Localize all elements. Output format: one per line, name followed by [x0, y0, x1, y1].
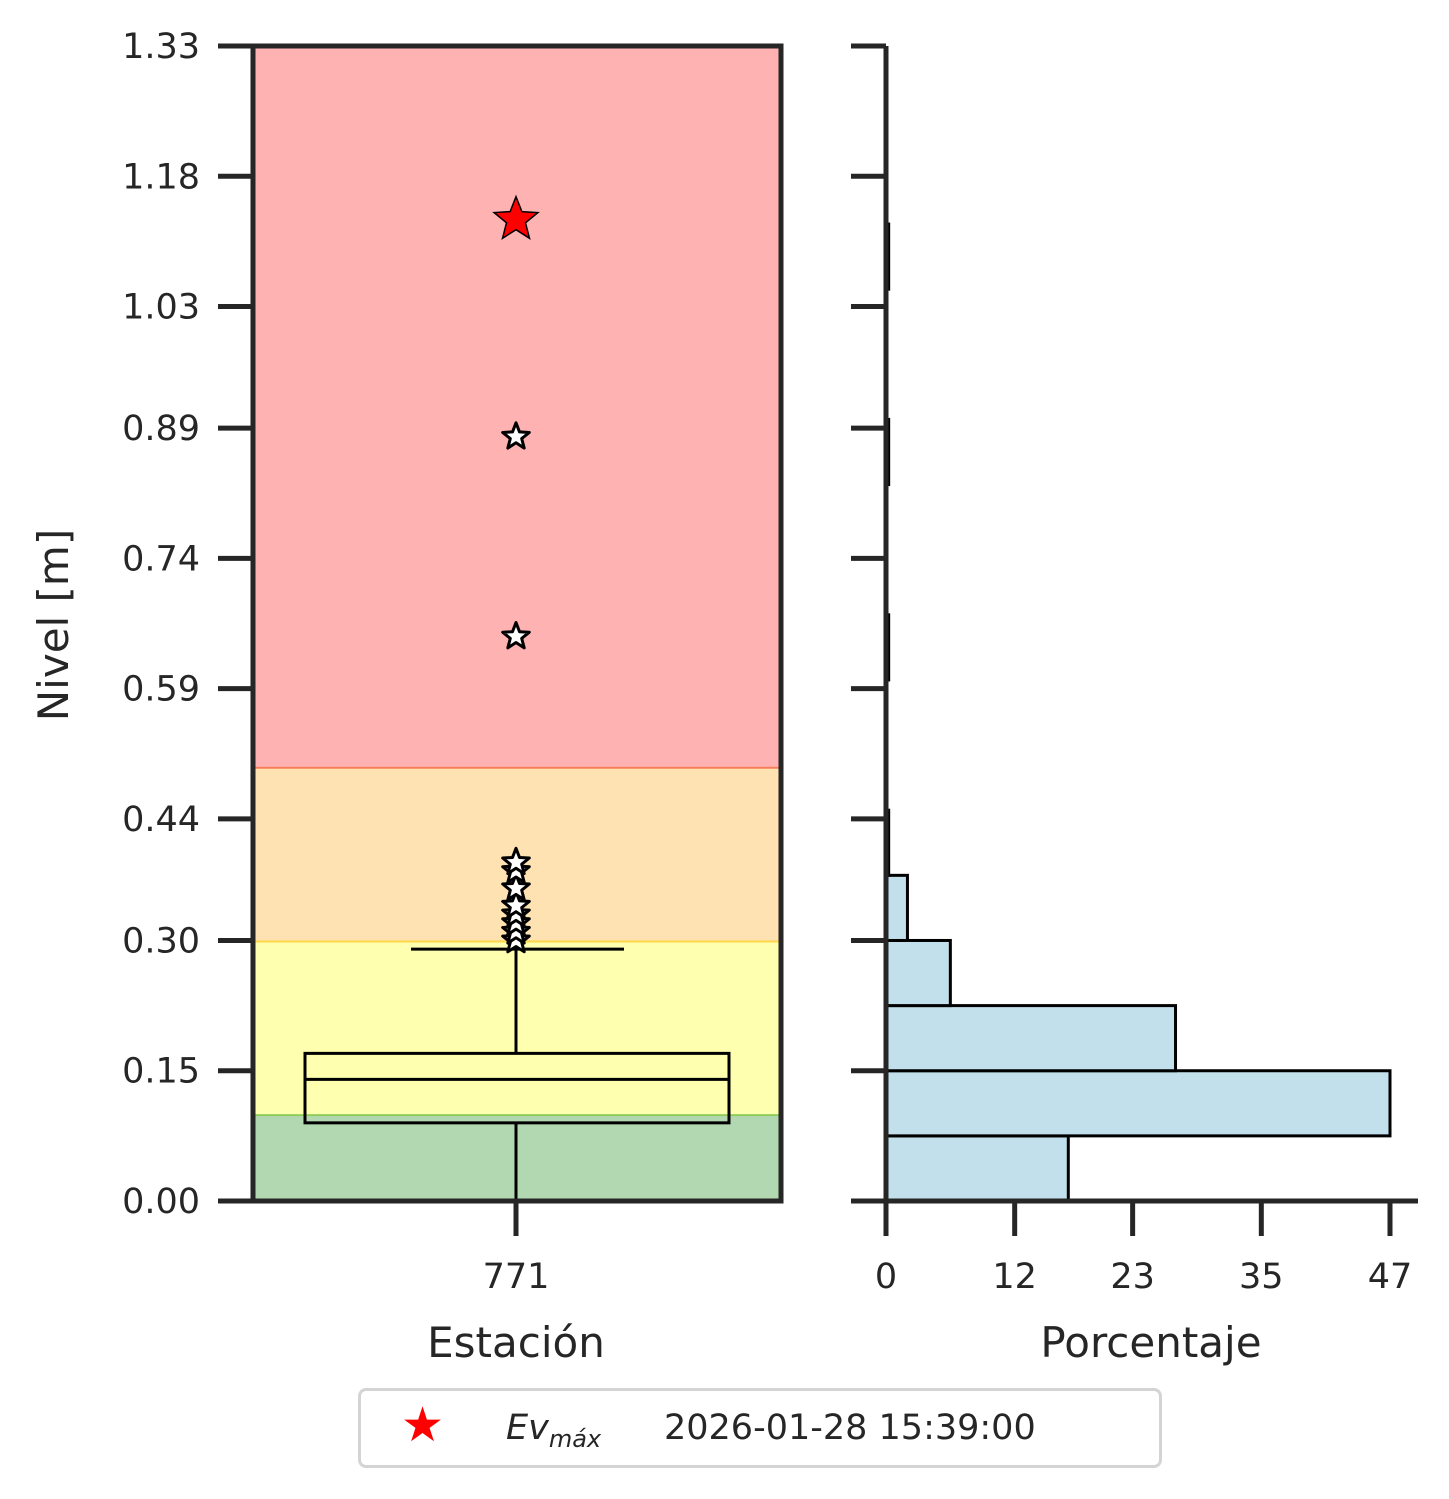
- threshold-band-3: [253, 46, 781, 767]
- histogram-panel: 0 12 23 35 47: [851, 43, 1418, 1297]
- hist-bar-2: [884, 1004, 1178, 1073]
- y-tick-label-9: 1.33: [122, 27, 200, 67]
- legend-label: Evmáx: [506, 1408, 601, 1453]
- legend-label-sub: máx: [548, 1425, 602, 1453]
- y-tick-label-5: 0.74: [122, 539, 200, 579]
- box-iqr: [303, 1051, 731, 1125]
- hist-bar-4: [884, 873, 909, 942]
- hist-bar-3: [884, 938, 952, 1008]
- max-event-star: [492, 194, 540, 240]
- outlier-star-4: [501, 890, 531, 919]
- max-event-star-icon: ★: [401, 1397, 445, 1453]
- y-tick-label-2: 0.30: [122, 921, 200, 961]
- right-x-tick-label-0: 0: [875, 1257, 897, 1297]
- outlier-star-5: [501, 872, 531, 902]
- x-tick-label-771: 771: [483, 1257, 550, 1297]
- outlier-star-9: [501, 421, 531, 450]
- x-axis-title-left: Estación: [427, 1318, 605, 1367]
- legend-date: 2026-01-28 15:39:00: [664, 1408, 1036, 1448]
- right-x-tick-label-2: 23: [1110, 1257, 1155, 1297]
- legend: ★ Evmáx 2026-01-28 15:39:00: [358, 1388, 1162, 1468]
- right-x-tick-label-1: 12: [992, 1257, 1037, 1297]
- hist-bar-0: [884, 1134, 1070, 1203]
- right-x-tick-label-3: 35: [1239, 1257, 1284, 1297]
- y-tick-label-3: 0.44: [122, 800, 200, 840]
- outlier-star-8: [501, 621, 531, 650]
- right-x-tick-label-4: 47: [1368, 1257, 1413, 1297]
- y-axis-title: Nivel [m]: [29, 529, 78, 722]
- y-tick-label-6: 0.89: [122, 409, 200, 449]
- y-tick-label-1: 0.15: [122, 1052, 200, 1092]
- outlier-star-7: [501, 846, 531, 876]
- y-tick-label-0: 0.00: [122, 1182, 200, 1222]
- y-tick-label-4: 0.59: [122, 670, 200, 710]
- legend-label-main: Ev: [506, 1408, 549, 1448]
- y-tick-label-7: 1.03: [122, 288, 200, 328]
- y-tick-label-8: 1.18: [122, 157, 200, 197]
- boxplot-panel: 0.00 0.15 0.30 0.44 0.59 0.74 0.89 1.03 1.18 1.33…: [122, 27, 784, 1297]
- x-axis-title-right: Porcentaje: [1040, 1318, 1261, 1367]
- hist-bar-1: [884, 1069, 1392, 1138]
